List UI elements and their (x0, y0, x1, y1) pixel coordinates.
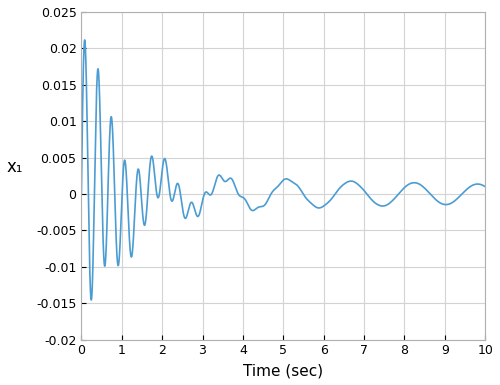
X-axis label: Time (sec): Time (sec) (243, 363, 324, 378)
Y-axis label: x₁: x₁ (7, 158, 24, 176)
